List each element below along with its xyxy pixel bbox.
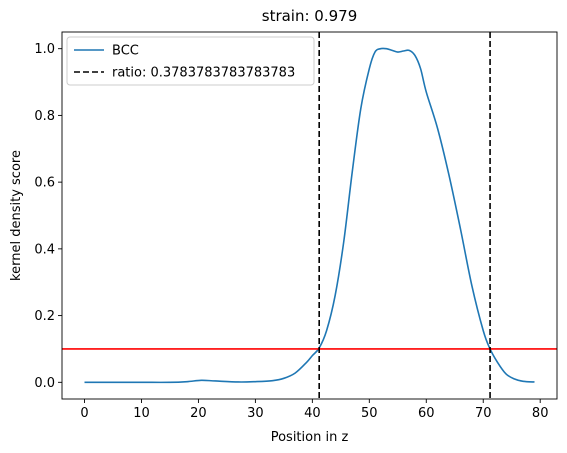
y-tick-label: 0.4 [34,242,55,257]
data-layer [62,32,557,399]
y-tick-label: 0.6 [34,176,55,191]
x-tick-label: 30 [247,406,264,421]
y-tick-label: 0.8 [34,109,55,124]
y-axis-label: kernel density score [9,150,24,281]
x-tick-label: 20 [190,406,207,421]
x-axis-ticks: 0 10 20 30 40 50 60 70 80 [80,399,548,421]
y-tick-label: 0.2 [34,309,55,324]
y-tick-label: 1.0 [34,42,55,57]
plot-area [62,32,557,399]
y-tick-label: 0.0 [34,376,55,391]
x-tick-label: 40 [304,406,321,421]
y-axis-ticks: 0.0 0.2 0.4 0.6 0.8 1.0 [34,42,62,391]
legend-label-ratio: ratio: 0.3783783783783783 [112,66,295,81]
chart-title: strain: 0.979 [262,7,358,25]
x-tick-label: 60 [418,406,435,421]
plot-frame [61,31,558,400]
x-axis-label: Position in z [271,430,349,445]
legend-frame [66,36,315,86]
series-line-bcc [84,47,535,384]
x-tick-label: 0 [80,406,88,421]
legend-label-bcc: BCC [112,44,139,59]
x-tick-label: 50 [361,406,378,421]
legend: BCC ratio: 0.3783783783783783 [66,36,315,86]
x-tick-label: 10 [133,406,150,421]
x-tick-label: 80 [532,406,549,421]
x-tick-label: 70 [475,406,492,421]
